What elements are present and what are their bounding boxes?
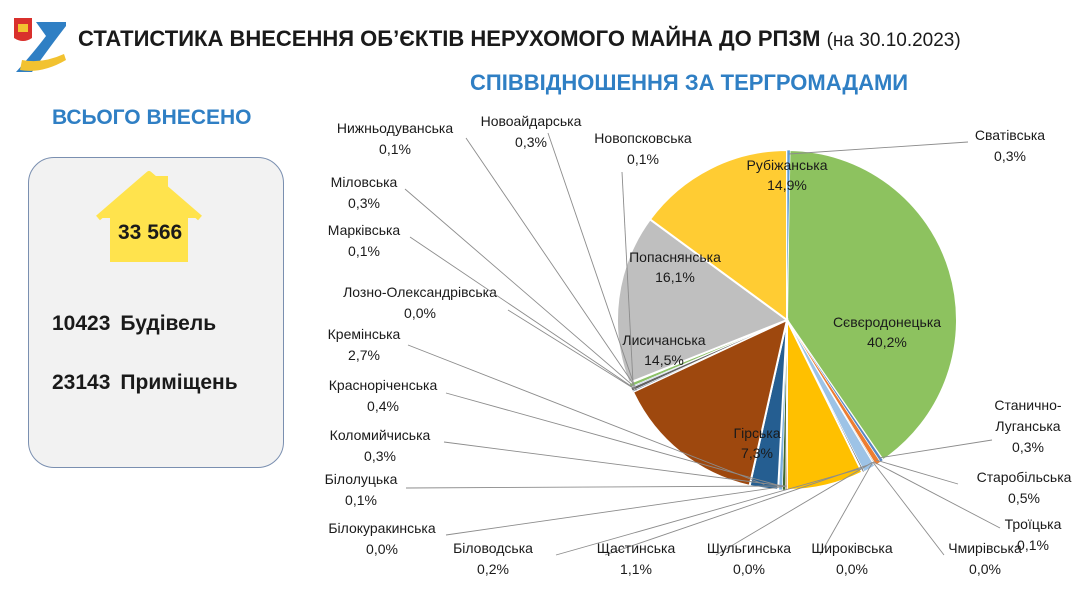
leader-line-1 xyxy=(879,439,993,459)
leader-line-14 xyxy=(407,344,765,485)
slice-label-value-4: 0,0% xyxy=(969,561,1001,577)
slice-label-name-10: Білокуракинська xyxy=(328,520,436,536)
slice-label-name-5: Широківська xyxy=(811,540,892,556)
slice-label-name-14: Кремінська xyxy=(328,326,401,342)
slice-label-value-22: 16,1% xyxy=(655,269,695,285)
leader-line-17 xyxy=(409,236,637,390)
slice-label-value-21: 0,1% xyxy=(627,151,659,167)
leader-line-11 xyxy=(405,485,787,489)
slice-label-name-22: Попаснянська xyxy=(629,249,721,265)
pie-slice-24 xyxy=(786,149,791,321)
leader-line-6 xyxy=(715,461,873,556)
title-date: (на 30.10.2023) xyxy=(826,30,961,51)
slice-label-name-17: Марківська xyxy=(328,222,401,238)
house-icon xyxy=(96,171,202,262)
slice-label-value-14: 2,7% xyxy=(348,347,380,363)
buildings-stat: 10423 Будівель xyxy=(52,312,216,336)
slice-label-name-19: Нижньодуванська xyxy=(337,120,453,136)
slice-label-name-13: Красноріченська xyxy=(329,377,438,393)
slice-label-name-4: Чмирівська xyxy=(948,540,1022,556)
slice-label-name-8: Біловодська xyxy=(453,540,533,556)
premises-value: 23143 xyxy=(52,371,111,394)
leader-line-18 xyxy=(404,188,636,389)
slice-label-name-6: Шульгинська xyxy=(707,540,791,556)
slice-label-name-24: Сватівська xyxy=(975,127,1045,143)
slice-label-value-11: 0,1% xyxy=(345,492,377,508)
leader-line-13 xyxy=(445,392,781,487)
slice-label-name-11: Білолуцька xyxy=(325,471,398,487)
slice-label-value-6: 0,0% xyxy=(733,561,765,577)
slice-label-value-17: 0,1% xyxy=(348,243,380,259)
pie-slice-0 xyxy=(785,148,958,462)
leader-line-7 xyxy=(604,464,868,556)
leader-line-24 xyxy=(788,141,969,155)
slice-label-value-10: 0,0% xyxy=(366,541,398,557)
slice-label-value-2: 0,5% xyxy=(1008,490,1040,506)
leader-line-16 xyxy=(507,309,637,391)
slice-label-value-13: 0,4% xyxy=(367,398,399,414)
leader-line-2 xyxy=(875,459,959,485)
leader-line-19 xyxy=(465,137,635,387)
chart-subtitle: СПІВВІДНОШЕННЯ ЗА ТЕРГРОМАДАМИ xyxy=(470,70,909,95)
page-title: СТАТИСТИКА ВНЕСЕННЯ ОБ’ЄКТІВ НЕРУХОМОГО … xyxy=(78,26,961,52)
leader-line-8 xyxy=(555,467,862,556)
leader-line-3 xyxy=(873,461,1001,529)
oblast-emblem-logo xyxy=(14,18,66,72)
slice-label-name-16: Лозно-Олександрівська xyxy=(343,284,497,300)
slice-label-value-7: 1,1% xyxy=(620,561,652,577)
slice-label-name-1-1: Луганська xyxy=(995,418,1060,434)
premises-label: Приміщень xyxy=(120,371,238,394)
slice-label-value-19: 0,1% xyxy=(379,141,411,157)
slice-label-name-21: Новопсковська xyxy=(594,130,692,146)
slice-label-value-9: 7,3% xyxy=(741,445,773,461)
slice-label-name-1: Станично- xyxy=(994,397,1062,413)
slice-label-value-16: 0,0% xyxy=(404,305,436,321)
slice-label-value-0: 40,2% xyxy=(867,334,907,350)
slice-label-name-9: Гірська xyxy=(734,425,781,441)
buildings-label: Будівель xyxy=(120,312,217,335)
slice-label-value-24: 0,3% xyxy=(994,148,1026,164)
slice-label-value-12: 0,3% xyxy=(364,448,396,464)
slice-label-name-12: Коломийчиська xyxy=(330,427,431,443)
leader-line-4 xyxy=(872,461,945,556)
slice-label-value-5: 0,0% xyxy=(836,561,868,577)
slice-label-value-3: 0,1% xyxy=(1017,537,1049,553)
leader-line-20 xyxy=(547,132,635,384)
leader-line-12 xyxy=(443,441,785,487)
slice-label-name-0: Сєвєродонецька xyxy=(833,314,941,330)
buildings-value: 10423 xyxy=(52,312,111,335)
slice-label-name-15: Лисичанська xyxy=(622,332,705,348)
slice-label-name-18: Міловська xyxy=(331,174,398,190)
slice-label-value-20: 0,3% xyxy=(515,134,547,150)
total-value: 33 566 xyxy=(118,221,183,244)
slice-label-value-15: 14,5% xyxy=(644,352,684,368)
slice-label-name-20: Новоайдарська xyxy=(481,113,582,129)
slice-label-value-18: 0,3% xyxy=(348,195,380,211)
leader-line-5 xyxy=(819,461,874,556)
premises-stat: 23143 Приміщень xyxy=(52,371,238,395)
pie-slice-15 xyxy=(631,318,789,488)
slice-label-value-1: 0,3% xyxy=(1012,439,1044,455)
total-heading: ВСЬОГО ВНЕСЕНО xyxy=(52,106,252,129)
title-text: СТАТИСТИКА ВНЕСЕННЯ ОБ’ЄКТІВ НЕРУХОМОГО … xyxy=(78,26,821,51)
pie-slice-22 xyxy=(616,217,790,385)
slice-label-value-23: 14,9% xyxy=(767,177,807,193)
slice-label-name-3: Троїцька xyxy=(1005,516,1062,532)
slice-label-name-7: Щастинська xyxy=(597,540,676,556)
slice-label-name-2: Старобільська xyxy=(977,469,1072,485)
pie-slice-23 xyxy=(648,148,789,322)
leader-line-21 xyxy=(621,171,634,382)
slice-label-value-8: 0,2% xyxy=(477,561,509,577)
leader-line-10 xyxy=(445,485,787,536)
slice-label-name-23: Рубіжанська xyxy=(746,157,827,173)
